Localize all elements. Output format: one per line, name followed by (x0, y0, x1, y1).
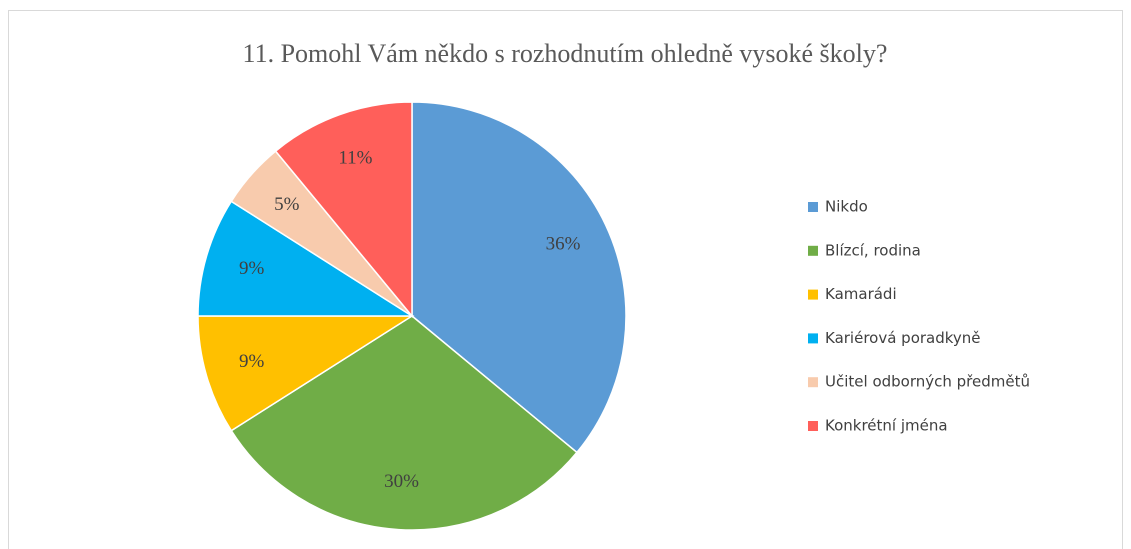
legend-label: Konkrétní jména (825, 417, 948, 435)
legend-swatch (808, 245, 818, 256)
data-label: 11% (338, 147, 372, 168)
legend-swatch (808, 421, 818, 431)
legend-label: Kariérová poradkyně (825, 329, 981, 347)
legend-label: Kamarádi (825, 285, 897, 303)
pie-slice (274, 101, 413, 319)
pie-slice (197, 200, 415, 317)
legend-label: Nikdo (825, 198, 868, 216)
legend-label: Blízcí, rodina (825, 241, 921, 259)
pie-slice (230, 315, 578, 531)
chart-title: 11. Pomohl Vám někdo s rozhodnutím ohled… (243, 39, 888, 68)
legend-swatch (808, 377, 818, 388)
data-label: 5% (274, 194, 300, 215)
pie-slice (411, 101, 627, 454)
data-label: 9% (239, 258, 265, 279)
legend-swatch (808, 289, 818, 300)
pie-slice (197, 315, 415, 432)
legend-swatch (808, 202, 818, 212)
data-label: 36% (546, 233, 581, 254)
legend-swatch (808, 333, 818, 344)
data-label: 9% (239, 351, 265, 372)
legend-label: Učitel odborných předmětů (825, 373, 1030, 391)
data-label: 30% (384, 471, 419, 492)
chart-frame (8, 10, 1123, 549)
